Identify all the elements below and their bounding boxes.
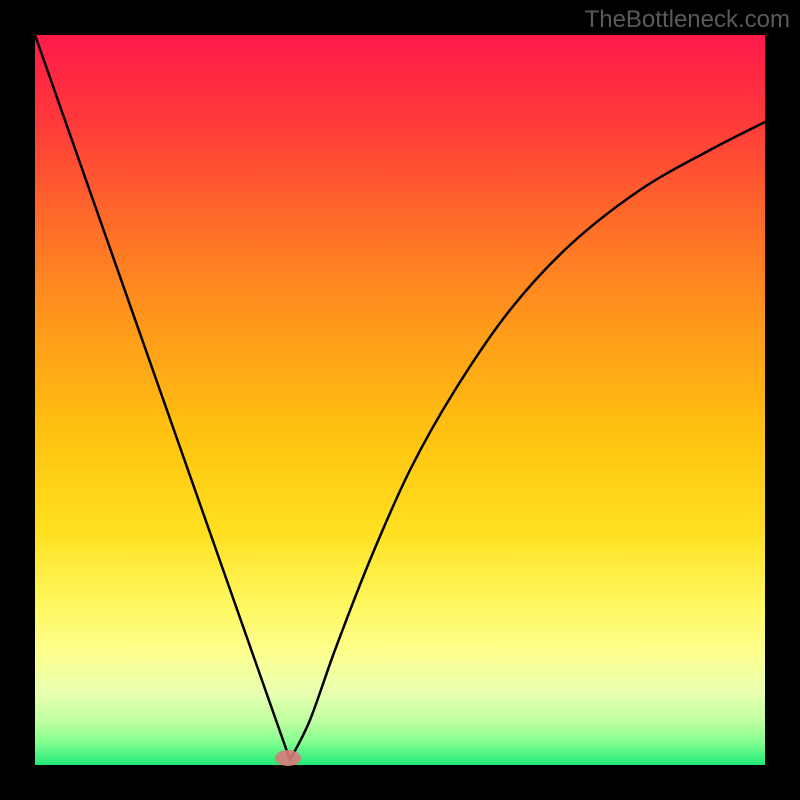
- optimum-marker: [275, 750, 301, 766]
- watermark-text: TheBottleneck.com: [585, 6, 790, 34]
- chart-container: TheBottleneck.com: [0, 0, 800, 800]
- plot-background: [35, 35, 765, 765]
- bottleneck-chart: [0, 0, 800, 800]
